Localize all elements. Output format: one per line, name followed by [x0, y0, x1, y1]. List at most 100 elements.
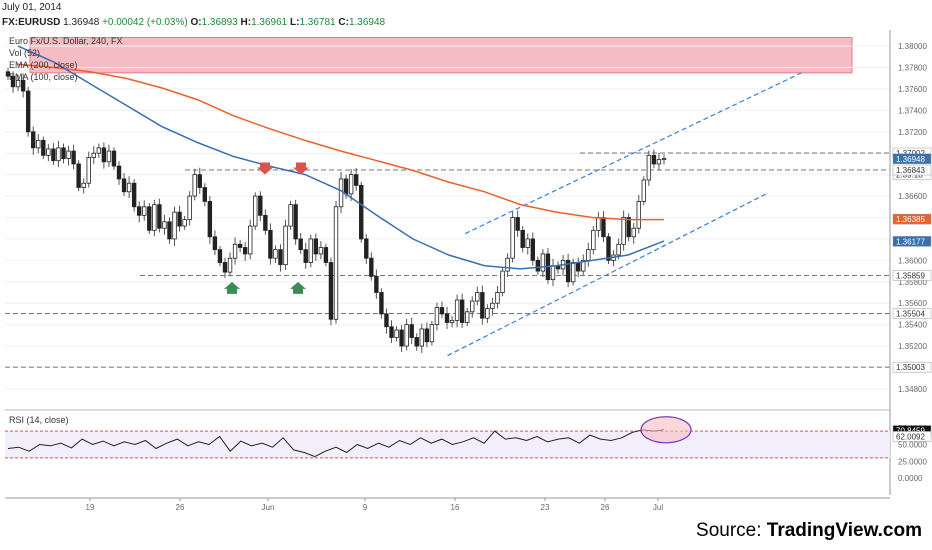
- candle-body: [71, 150, 76, 165]
- candle-body: [581, 259, 586, 272]
- candle-body: [66, 150, 71, 159]
- candle-body: [338, 178, 344, 208]
- price-label-box: [892, 153, 932, 165]
- candle-body: [480, 292, 485, 319]
- candle-body: [232, 243, 238, 259]
- candle-body: [429, 324, 435, 343]
- candle-body: [510, 217, 515, 259]
- price-label-box: [892, 236, 932, 247]
- candle-body: [454, 299, 460, 321]
- candle-body: [424, 328, 430, 343]
- price-label: 1.36385: [896, 215, 925, 224]
- price-label: 1.36177: [896, 237, 925, 246]
- candle-body: [656, 159, 662, 165]
- candle-body: [192, 174, 197, 197]
- candle-body: [91, 152, 96, 158]
- candle-body: [217, 249, 223, 263]
- candle-body: [298, 238, 303, 251]
- rsi-y-tick-label: 50.0000: [898, 441, 927, 450]
- y-tick-label: 1.35200: [898, 342, 927, 351]
- x-tick-label: 23: [541, 503, 550, 512]
- candle-body: [464, 311, 470, 323]
- candle-body: [449, 319, 455, 323]
- candle-body: [323, 247, 329, 263]
- candle-body: [379, 292, 384, 315]
- resistance-zone: [29, 37, 853, 74]
- candle-body: [444, 313, 450, 323]
- candle-body: [197, 174, 202, 188]
- candle-body: [116, 165, 122, 180]
- candle-body: [288, 204, 293, 227]
- candle-body: [46, 148, 51, 156]
- price-label: 1.35003: [896, 363, 925, 372]
- candle-body: [318, 247, 324, 255]
- candle-body: [621, 217, 626, 245]
- source-prefix: Source:: [696, 520, 767, 541]
- price-label: 1.36948: [896, 155, 925, 164]
- candle-body: [25, 90, 31, 133]
- symbol[interactable]: FX:EURUSD: [2, 17, 61, 28]
- candle-body: [414, 337, 419, 347]
- source-brand[interactable]: TradingView.com: [766, 520, 922, 541]
- candle-body: [212, 236, 218, 251]
- ohlc-header: FX:EURUSD 1.36948 +0.00042 (+0.03%) O:1.…: [2, 17, 385, 28]
- candle-body: [106, 150, 112, 163]
- price-label: 1.37002: [896, 149, 925, 158]
- candle-body: [439, 307, 445, 315]
- candle-body: [111, 150, 117, 167]
- candle-body: [434, 307, 440, 326]
- candle-body: [51, 148, 56, 162]
- up-arrow-icon: [290, 281, 306, 294]
- candle-body: [303, 249, 308, 263]
- candle-body: [101, 147, 107, 163]
- candle-body: [636, 201, 641, 229]
- x-tick-label: 26: [601, 503, 610, 512]
- rsi-value-label: 70.8459: [896, 427, 925, 436]
- candle-body: [409, 324, 414, 338]
- x-tick-label: Jun: [262, 503, 275, 512]
- legend-entry: Vol (52): [9, 48, 40, 58]
- channel-lower-line[interactable]: [447, 193, 767, 357]
- high-value: 1.36961: [251, 17, 288, 28]
- candle-body: [86, 157, 91, 184]
- candle-body: [419, 328, 424, 347]
- price-label-box: [892, 213, 932, 225]
- down-arrow-icon: [293, 162, 309, 175]
- candle-body: [550, 265, 556, 281]
- candle-body: [121, 178, 127, 193]
- open-label: O:: [190, 17, 202, 28]
- candle-body: [389, 326, 394, 338]
- candle-body: [646, 154, 652, 181]
- candle-body: [601, 217, 606, 238]
- candle-body: [242, 247, 248, 255]
- source-credit: Source: TradingView.com: [696, 520, 922, 542]
- candle-body: [263, 214, 268, 231]
- candle-body: [283, 225, 288, 266]
- candle-body: [470, 300, 475, 313]
- price-label-box: [892, 270, 932, 281]
- candle-body: [616, 243, 621, 256]
- down-arrow-icon: [257, 162, 273, 175]
- y-tick-label: 1.37600: [898, 85, 927, 94]
- candle-body: [273, 249, 278, 259]
- price-label-box: [892, 361, 932, 373]
- y-tick-label: 1.36600: [898, 192, 927, 201]
- rsi-value-box: [892, 431, 932, 442]
- candle-body: [404, 324, 409, 347]
- candle-body: [520, 229, 525, 248]
- candle-body: [586, 249, 591, 261]
- candle-body: [591, 229, 596, 251]
- candle-body: [313, 238, 319, 255]
- candle-body: [142, 206, 147, 216]
- candle-body: [399, 329, 404, 347]
- candle-body: [172, 211, 177, 240]
- candle-body: [353, 174, 359, 186]
- candle-body: [162, 221, 167, 229]
- channel-upper-line[interactable]: [464, 72, 802, 235]
- rsi-y-tick-label: 0.0000: [898, 474, 923, 483]
- last-price: 1.36948: [63, 17, 100, 28]
- candle-body: [606, 236, 611, 261]
- candle-body: [31, 131, 36, 149]
- candle-body: [384, 313, 389, 328]
